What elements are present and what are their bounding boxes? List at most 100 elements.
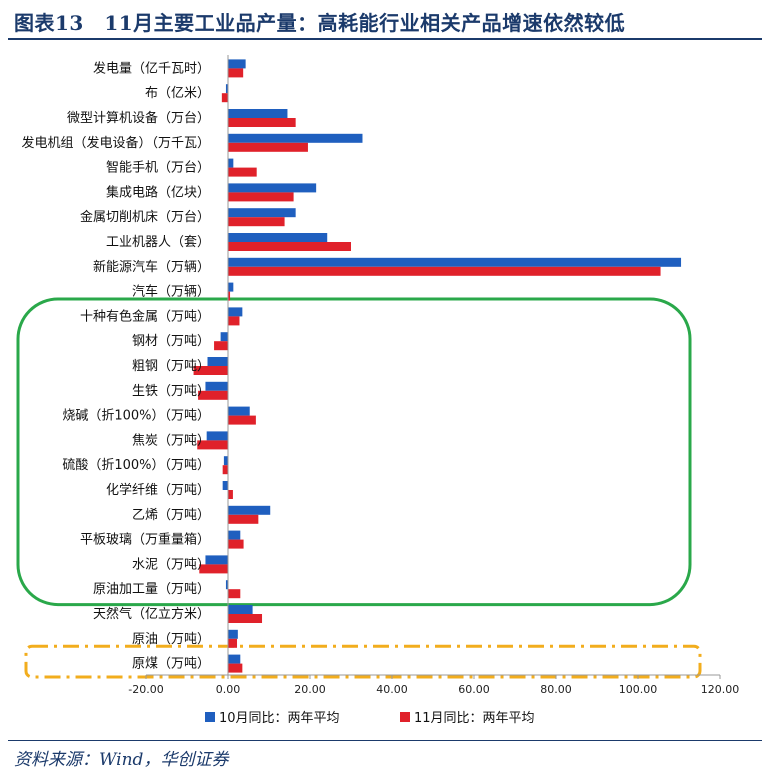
bar-oct-10 — [228, 307, 243, 317]
bar-nov-9 — [228, 291, 231, 301]
category-label: 钢材（万吨） — [132, 334, 210, 349]
bar-oct-1 — [225, 84, 228, 94]
x-tick-label: 0.00 — [216, 683, 241, 696]
bar-nov-12 — [193, 366, 228, 375]
category-label: 生铁（万吨） — [132, 384, 210, 399]
annotation-layer — [16, 297, 702, 679]
category-label: 智能手机（万台） — [106, 161, 210, 176]
x-tick-label: 100.00 — [619, 683, 658, 696]
category-label: 汽车（万辆） — [132, 284, 210, 300]
bar-oct-7 — [228, 233, 328, 242]
bar-oct-24 — [228, 654, 241, 664]
bar-oct-11 — [220, 332, 228, 342]
bar-oct-14 — [228, 406, 250, 416]
x-tick-label: -20.00 — [128, 683, 163, 696]
x-tick-label: 80.00 — [540, 683, 572, 696]
title-rule — [8, 38, 762, 40]
bar-oct-15 — [206, 431, 228, 441]
category-label: 发电量（亿千瓦时） — [93, 60, 210, 76]
bar-nov-10 — [228, 316, 240, 326]
category-label: 工业机器人（套） — [106, 234, 210, 250]
bar-oct-13 — [205, 381, 228, 391]
bar-oct-12 — [207, 357, 228, 366]
bar-nov-15 — [197, 440, 228, 450]
category-label: 硫酸（折100%）（万吨） — [62, 458, 210, 473]
x-tick-labels: -20.00 0.00 20.00 40.00 60.00 80.00 100.00 120.… — [128, 683, 739, 696]
bar-nov-11 — [214, 341, 228, 351]
bar-nov-19 — [228, 539, 244, 549]
category-label: 微型计算机设备（万台） — [67, 110, 210, 126]
category-label: 金属切削机床（万台） — [80, 209, 210, 225]
category-label: 原油加工量（万吨） — [93, 582, 210, 597]
bar-oct-17 — [222, 481, 228, 490]
axes-layer — [145, 55, 721, 679]
bar-oct-0 — [228, 59, 246, 69]
bar-oct-16 — [223, 456, 228, 466]
category-label: 化学纤维（万吨） — [106, 482, 210, 498]
category-label: 新能源汽车（万辆） — [93, 259, 210, 275]
bar-oct-18 — [228, 505, 271, 515]
category-label: 焦炭（万吨） — [132, 433, 210, 448]
legend: 10月同比：两年平均 11月同比：两年平均 — [205, 711, 535, 726]
category-label: 原油（万吨） — [132, 632, 210, 647]
bar-nov-18 — [228, 514, 259, 524]
bar-nov-13 — [198, 390, 228, 400]
bar-nov-21 — [228, 589, 241, 599]
legend-swatch — [400, 712, 410, 722]
bar-oct-6 — [228, 208, 296, 218]
category-label: 原煤（万吨） — [132, 657, 210, 672]
bar-nov-1 — [221, 93, 228, 103]
bar-oct-8 — [228, 257, 682, 267]
chart-title: 图表13 11月主要工业品产量：高耗能行业相关产品增速依然较低 — [14, 11, 626, 35]
highlight-box-green — [16, 297, 692, 607]
x-tick-label: 20.00 — [294, 683, 326, 696]
bar-nov-4 — [228, 167, 257, 177]
category-label: 平板玻璃（万重量箱） — [80, 532, 210, 548]
bar-nov-6 — [228, 217, 285, 227]
category-label: 集成电路（亿块） — [106, 184, 210, 200]
bar-nov-24 — [228, 663, 243, 673]
bar-nov-0 — [228, 68, 244, 78]
category-label: 十种有色金属（万吨） — [80, 308, 210, 324]
bar-oct-21 — [225, 580, 228, 590]
bars-layer — [193, 59, 682, 673]
bar-nov-3 — [228, 142, 308, 152]
legend-label: 10月同比：两年平均 — [219, 711, 340, 726]
bar-oct-4 — [228, 158, 234, 168]
chart-area: 发电量（亿千瓦时） 布（亿米） 微型计算机设备（万台） 发电机组（发电设备）（万千瓦）… — [0, 40, 770, 738]
bar-oct-3 — [228, 133, 363, 143]
bar-nov-23 — [228, 638, 238, 648]
bar-oct-9 — [228, 282, 234, 292]
bar-nov-22 — [228, 614, 263, 623]
category-label: 布（亿米） — [145, 86, 210, 101]
source-note: 资料来源：Wind，华创证券 — [14, 750, 229, 770]
bar-nov-8 — [228, 266, 661, 276]
highlight-box-orange — [24, 644, 702, 679]
bar-oct-5 — [228, 183, 317, 193]
category-label: 粗钢（万吨） — [132, 359, 210, 374]
x-tick-label: 60.00 — [458, 683, 490, 696]
category-label: 乙烯（万吨） — [132, 508, 210, 523]
category-label: 天然气（亿立方米） — [93, 606, 210, 622]
bar-nov-20 — [199, 564, 228, 574]
bar-nov-16 — [222, 465, 228, 475]
header: 图表13 11月主要工业品产量：高耗能行业相关产品增速依然较低 — [0, 0, 770, 40]
category-labels: 发电量（亿千瓦时） 布（亿米） 微型计算机设备（万台） 发电机组（发电设备）（万千瓦）… — [21, 60, 210, 671]
bar-oct-2 — [228, 109, 288, 118]
footer-rule — [8, 740, 762, 741]
category-label: 烧碱（折100%）（万吨） — [62, 409, 210, 424]
legend-swatch — [205, 712, 215, 722]
x-tick-label: 40.00 — [376, 683, 408, 696]
bar-nov-5 — [228, 192, 294, 202]
bar-nov-14 — [228, 415, 256, 425]
bar-nov-2 — [228, 118, 296, 127]
category-label: 发电机组（发电设备）（万千瓦） — [21, 135, 210, 151]
bar-nov-7 — [228, 242, 351, 251]
bar-oct-23 — [228, 629, 238, 639]
legend-label: 11月同比：两年平均 — [414, 711, 535, 726]
bar-oct-19 — [228, 530, 241, 540]
bar-oct-22 — [228, 605, 253, 614]
category-label: 水泥（万吨） — [132, 557, 210, 572]
bar-nov-17 — [228, 490, 233, 499]
x-tick-label: 120.00 — [701, 683, 740, 696]
